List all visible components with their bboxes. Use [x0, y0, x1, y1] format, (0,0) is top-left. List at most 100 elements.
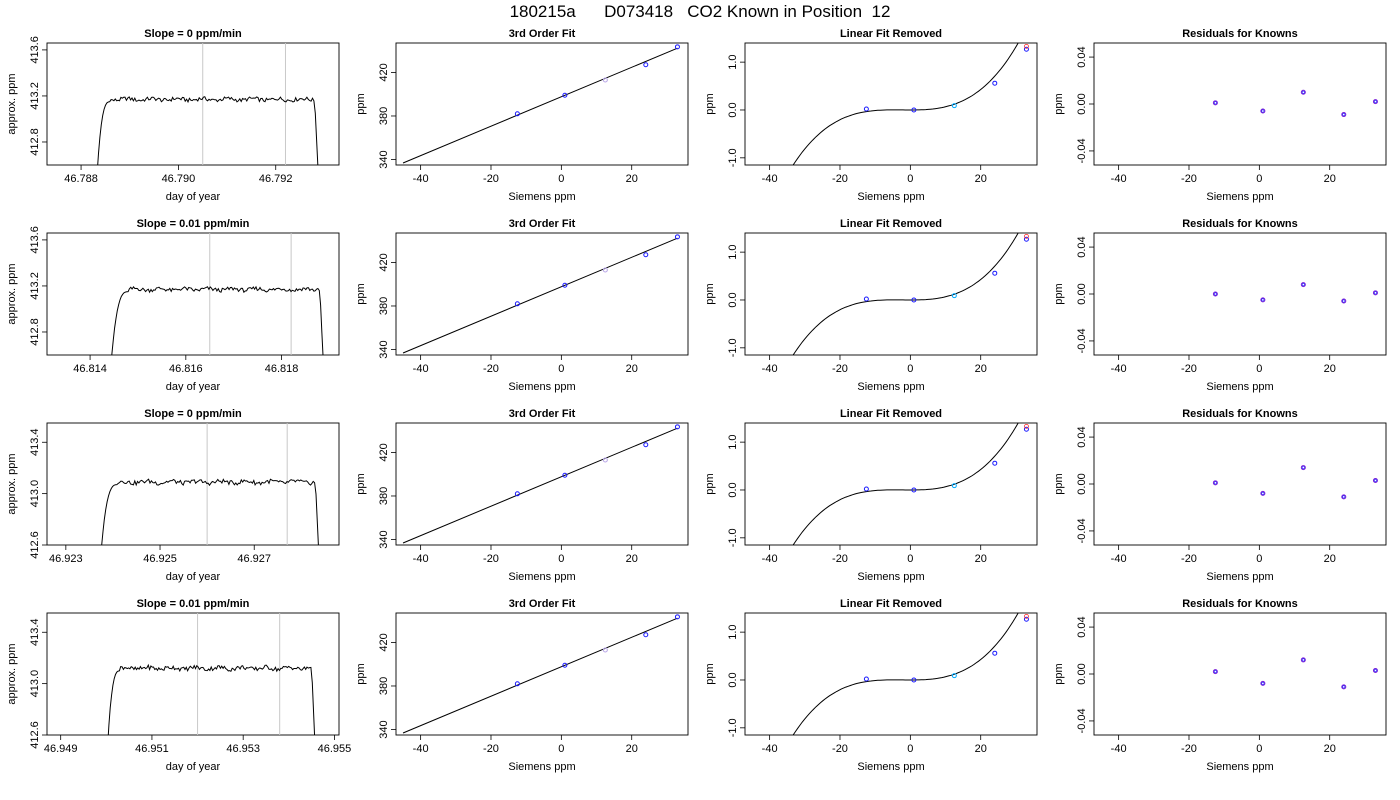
residual-point	[1372, 477, 1378, 483]
y-tick-label: 0.04	[1076, 236, 1088, 257]
x-tick-label: -40	[762, 743, 778, 755]
x-tick-label: 20	[626, 363, 638, 375]
signal-trace	[97, 96, 319, 165]
y-tick-label: 340	[378, 720, 390, 738]
plot-frame	[1093, 232, 1387, 356]
x-tick-label: -20	[1181, 553, 1197, 565]
x-axis-label: Siemens ppm	[857, 381, 924, 393]
data-point	[951, 483, 957, 489]
x-tick-label: 0	[558, 173, 564, 185]
data-point	[602, 647, 608, 653]
residual-point	[1342, 299, 1346, 303]
x-tick-label: -20	[483, 173, 499, 185]
raw-signal-panel: Slope = 0.01 ppm/min 46.949 46.951 46.953 46…	[6, 598, 351, 773]
data-point	[1023, 46, 1029, 52]
panel-title: Slope = 0 ppm/min	[144, 28, 242, 40]
fit-line	[402, 237, 678, 354]
x-tick-label: -40	[762, 553, 778, 565]
plot-frame	[395, 232, 689, 356]
y-tick-label: 0.04	[1076, 616, 1088, 637]
raw-signal-panel: Slope = 0.01 ppm/min 46.814 46.816 46.818 41…	[6, 218, 340, 393]
y-tick-label: 413.4	[29, 618, 41, 646]
x-tick-label: 46.951	[135, 743, 169, 755]
panel-title: 3rd Order Fit	[509, 598, 576, 610]
residual-point	[1260, 680, 1266, 686]
plot-frame	[744, 422, 1038, 546]
x-tick-label: -40	[1111, 553, 1127, 565]
x-tick-label: 0	[1256, 553, 1262, 565]
x-tick-label: -40	[762, 173, 778, 185]
y-tick-label: 1.0	[727, 244, 739, 259]
y-tick-label: 413.2	[29, 82, 41, 110]
x-tick-label: 20	[975, 173, 987, 185]
data-point	[514, 301, 520, 307]
data-point	[992, 460, 998, 466]
signal-trace	[107, 663, 316, 735]
x-tick-label: 46.788	[64, 173, 98, 185]
y-tick-label: 413.0	[29, 670, 41, 698]
x-axis-label: day of year	[166, 191, 221, 203]
data-point	[643, 62, 649, 68]
x-axis-label: Siemens ppm	[508, 571, 575, 583]
y-axis-label: approx. ppm	[6, 73, 18, 134]
x-tick-label: -40	[1111, 363, 1127, 375]
y-tick-label: 413.4	[29, 428, 41, 456]
data-point	[951, 293, 957, 299]
residual-point	[1342, 113, 1346, 117]
x-tick-label: -40	[413, 553, 429, 565]
plot-frame	[395, 422, 689, 546]
y-tick-label: 0.04	[1076, 46, 1088, 67]
x-tick-label: 0	[907, 743, 913, 755]
plot-frame	[46, 232, 340, 356]
cubic-fit-panel: 3rd Order Fit -40 -20 0 20 340 380 420 Siemens p…	[355, 218, 689, 393]
fit-line	[402, 617, 678, 734]
x-tick-label: 0	[1256, 363, 1262, 375]
data-point	[1023, 426, 1029, 432]
residual-point	[1260, 297, 1266, 303]
y-tick-label: 1.0	[727, 54, 739, 69]
data-point	[911, 107, 917, 113]
y-axis-label: ppm	[355, 473, 367, 494]
cubic-curve	[792, 233, 1019, 355]
data-point	[674, 614, 680, 620]
residuals-panel: Residuals for Knowns -40 -20 0 20 -0.04 0.00 0.…	[1053, 28, 1387, 203]
x-axis-label: Siemens ppm	[508, 381, 575, 393]
cubic-curve	[792, 613, 1019, 735]
y-tick-label: -0.04	[1076, 518, 1088, 543]
data-point	[562, 472, 568, 478]
y-tick-label: -1.0	[727, 718, 739, 737]
plot-frame	[46, 612, 340, 736]
page-title: 180215a D073418 CO2 Known in Position 12	[509, 2, 891, 21]
y-axis-label: ppm	[704, 473, 716, 494]
linear-removed-panel: Linear Fit Removed -40 -20 0 20 -1.0 0.0 1.0 Sie…	[704, 28, 1038, 203]
data-point	[602, 457, 608, 463]
x-axis-label: Siemens ppm	[1206, 571, 1273, 583]
data-point	[1023, 616, 1029, 622]
linear-removed-panel: Linear Fit Removed -40 -20 0 20 -1.0 0.0 1.0 Sie…	[704, 408, 1038, 583]
raw-signal-panel: Slope = 0 ppm/min 46.923 46.925 46.927 412.6…	[6, 408, 340, 583]
data-point	[1024, 423, 1029, 429]
residual-point	[1300, 89, 1306, 95]
residual-point	[1260, 108, 1266, 114]
fit-line	[402, 427, 678, 544]
plot-frame	[744, 42, 1038, 166]
data-point	[674, 234, 680, 240]
y-tick-label: 0.0	[727, 482, 739, 497]
y-tick-label: 413.2	[29, 272, 41, 300]
x-tick-label: -20	[832, 553, 848, 565]
residual-point	[1212, 669, 1218, 675]
residual-point	[1342, 685, 1346, 689]
residual-point	[1372, 290, 1378, 296]
data-point	[1024, 613, 1029, 619]
x-tick-label: -40	[1111, 743, 1127, 755]
y-tick-label: 340	[378, 530, 390, 548]
plot-frame	[1093, 612, 1387, 736]
y-tick-label: 380	[378, 677, 390, 695]
residual-point	[1373, 668, 1377, 672]
y-tick-label: 420	[378, 443, 390, 461]
y-tick-label: 412.6	[29, 531, 41, 559]
fit-line	[402, 47, 678, 164]
y-tick-label: -0.04	[1076, 138, 1088, 163]
residual-point	[1373, 100, 1377, 104]
y-tick-label: 1.0	[727, 434, 739, 449]
